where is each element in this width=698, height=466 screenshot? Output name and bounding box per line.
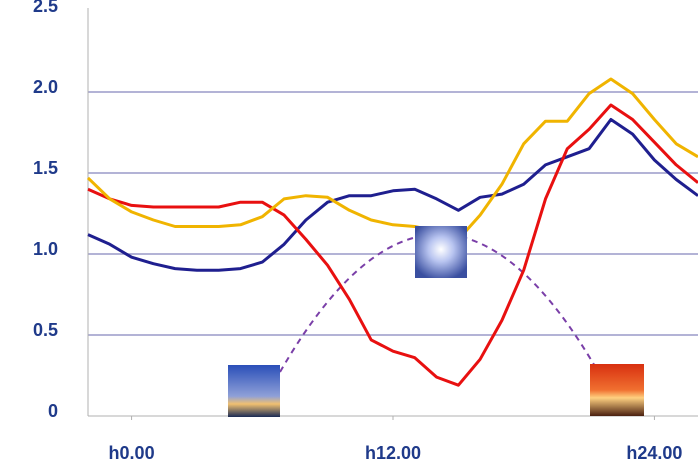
y-tick-label: 2.0 [33,77,58,97]
y-tick-label: 0 [48,401,58,421]
y-tick-label: 0.5 [33,320,58,340]
y-tick-label: 1.0 [33,239,58,259]
sunset-image [590,364,644,416]
line [87,118,698,272]
noon-image [415,226,467,278]
x-tick-label: h12.00 [365,443,421,463]
line [87,103,698,387]
x-tick-label: h24.00 [626,443,682,463]
lines [86,77,698,387]
x-tick-label: h0.00 [109,443,155,463]
y-tick-label: 2.5 [33,0,58,16]
line [86,77,698,241]
y-tick-label: 1.5 [33,158,58,178]
grid [88,91,698,336]
sunrise-image [228,365,280,417]
